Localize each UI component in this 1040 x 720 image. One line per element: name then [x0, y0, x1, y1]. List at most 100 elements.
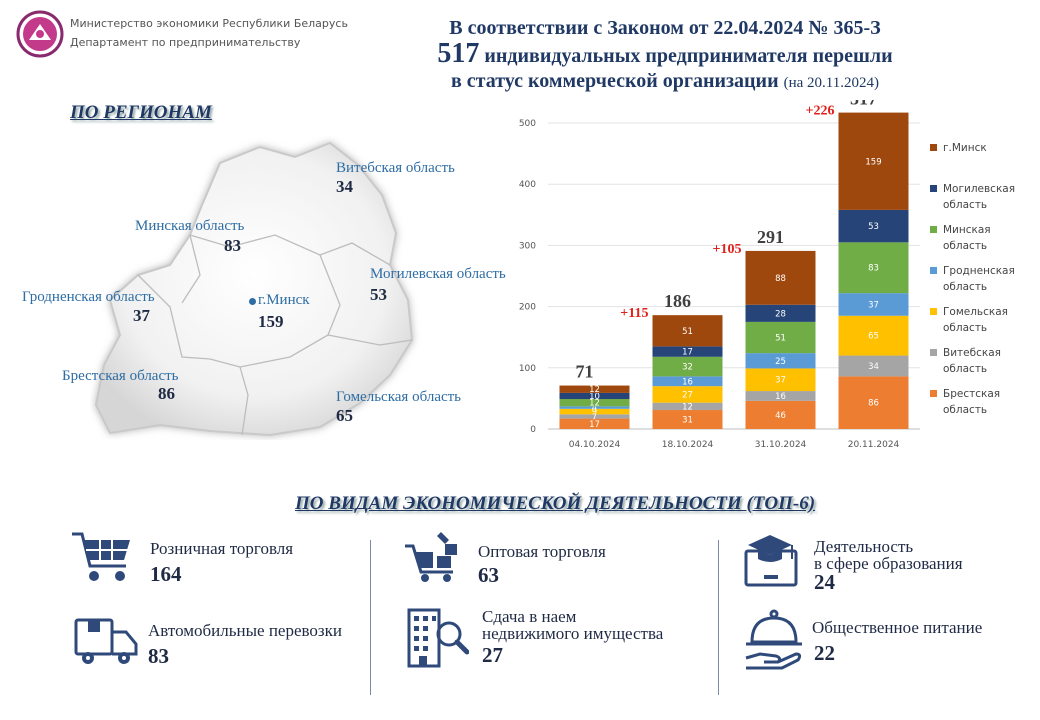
- regions-title: ПО РЕГИОНАМ: [70, 102, 212, 123]
- legend-swatch-3: [930, 267, 937, 274]
- region-0-value: 34: [336, 177, 353, 196]
- bar-increment-label-1: +115: [620, 306, 648, 321]
- legend-label-2: Минская область: [943, 224, 991, 252]
- column-divider-1: [370, 540, 371, 695]
- minsk-city-dot: [249, 298, 256, 305]
- activity-value-catering: 22: [814, 641, 835, 665]
- bar-segment-0-4: [559, 399, 630, 407]
- map-outline: [94, 141, 414, 437]
- bar-segment-label-0-4: 12: [589, 399, 600, 409]
- wholesale-cart-icon: [405, 532, 457, 582]
- region-5-value: 86: [158, 384, 175, 403]
- bar-segment-0-0: [559, 418, 630, 429]
- activity-label-rent: Сдача в наем недвижимого имущества: [482, 608, 663, 642]
- bar-segment-1-2: [652, 386, 723, 403]
- bar-segment-label-0-1: 7: [592, 412, 597, 422]
- region-1-value: 83: [224, 236, 241, 255]
- bar-segment-label-0-0: 17: [589, 420, 600, 430]
- region-1-name: Минская область: [135, 218, 245, 234]
- legend-label-3: Гродненская область: [943, 265, 1015, 293]
- headline-line3: в статус коммерческой организации (на 20…: [330, 69, 1000, 96]
- bar-segment-2-4: [745, 321, 816, 354]
- x-tick-label-1: 18.10.2024: [662, 440, 714, 450]
- department-name: Департамент по предпринимательству: [70, 36, 301, 49]
- region-6-value: 65: [336, 406, 353, 425]
- activity-label-rent-line1: Сдача в наем: [482, 607, 577, 626]
- bar-total-label-3: 517: [850, 100, 877, 109]
- bar-segment-label-2-5: 28: [775, 309, 786, 319]
- bar-segment-label-1-0: 31: [682, 416, 693, 426]
- legend-item-6: Брестская область: [930, 386, 1035, 419]
- bar-segment-label-1-3: 16: [682, 377, 693, 387]
- bar-segment-0-2: [559, 408, 630, 415]
- bar-segment-0-3: [559, 406, 630, 409]
- legend-label-1: Могилевская область: [943, 183, 1016, 211]
- bar-segment-label-3-0: 86: [868, 399, 879, 409]
- bar-segment-3-0: [838, 376, 909, 429]
- legend-item-0: г.Минск: [930, 140, 1035, 173]
- legend-label-5: Витебская область: [943, 347, 1001, 375]
- legend-item-1: Могилевская область: [930, 181, 1035, 214]
- activity-value-transport: 83: [148, 644, 169, 668]
- bar-segment-label-1-1: 12: [682, 402, 693, 412]
- activity-value-wholesale: 63: [478, 563, 499, 587]
- bar-segment-label-1-5: 17: [682, 348, 693, 358]
- legend-swatch-1: [930, 185, 937, 192]
- region-3-name: Гродненская область: [22, 289, 155, 305]
- activity-label-education-line1: Деятельность: [814, 537, 914, 556]
- bar-segment-3-4: [838, 242, 909, 294]
- shopping-cart-icon: [72, 532, 130, 581]
- y-tick-label-400: 400: [519, 180, 536, 190]
- legend-item-5: Витебская область: [930, 345, 1035, 378]
- bar-segment-1-4: [652, 356, 723, 377]
- headline: В соответствии с Законом от 22.04.2024 №…: [330, 16, 1000, 96]
- bar-segment-label-3-5: 53: [868, 222, 879, 232]
- bar-segment-2-3: [745, 353, 816, 369]
- headline-line1: В соответствии с Законом от 22.04.2024 №…: [449, 17, 881, 39]
- headline-count: 517: [437, 38, 480, 69]
- legend-swatch-6: [930, 390, 937, 397]
- ministry-name: Министерство экономики Республики Белару…: [70, 17, 348, 30]
- bar-increment-label-3: +226: [806, 104, 835, 119]
- headline-line2-text: индивидуальных предпринимателя перешли: [484, 45, 893, 67]
- x-tick-label-0: 04.10.2024: [569, 440, 621, 450]
- food-service-icon: [745, 609, 802, 670]
- headline-date-note: (на 20.11.2024): [783, 75, 879, 91]
- bar-segment-label-0-6: 12: [589, 385, 600, 395]
- region-5-name: Брестская область: [62, 368, 179, 384]
- column-divider-2: [718, 540, 719, 695]
- x-tick-label-3: 20.11.2024: [848, 440, 900, 450]
- bar-segment-3-5: [838, 209, 909, 243]
- bar-segment-2-6: [745, 250, 816, 305]
- bar-segment-1-3: [652, 376, 723, 387]
- legend-item-4: Гомельская область: [930, 304, 1035, 337]
- bar-segment-0-1: [559, 414, 630, 419]
- bar-segment-label-2-3: 25: [775, 357, 786, 367]
- activity-label-catering: Общественное питание: [812, 618, 983, 637]
- activity-value-rent: 27: [482, 643, 503, 667]
- activity-label-education-line2: в сфере образования: [814, 554, 963, 573]
- bar-increment-label-2: +105: [713, 242, 742, 257]
- belarus-map: [94, 141, 414, 437]
- x-tick-label-2: 31.10.2024: [755, 440, 807, 450]
- legend-swatch-0: [930, 144, 937, 151]
- y-tick-label-200: 200: [519, 303, 536, 313]
- building-search-icon: [407, 608, 469, 668]
- activity-label-rent-line2: недвижимого имущества: [482, 624, 664, 643]
- bar-segment-label-1-6: 51: [682, 327, 693, 337]
- activity-value-retail: 164: [150, 562, 182, 586]
- bar-segment-label-3-1: 34: [868, 362, 879, 372]
- bar-segment-3-1: [838, 355, 909, 377]
- y-tick-label-500: 500: [519, 119, 536, 129]
- region-0-name: Витебская область: [336, 160, 455, 176]
- headline-line3-text: в статус коммерческой организации: [451, 70, 779, 92]
- region-4-name: г.Минск: [258, 292, 310, 308]
- legend-swatch-2: [930, 226, 937, 233]
- bar-segment-label-0-5: 10: [589, 392, 600, 402]
- bar-segment-1-5: [652, 346, 723, 357]
- bar-segment-label-0-2: 9: [592, 408, 597, 418]
- bar-segment-3-2: [838, 315, 909, 356]
- region-6-name: Гомельская область: [336, 389, 462, 405]
- bar-segment-label-3-6: 159: [865, 157, 881, 167]
- headline-line2: 517 индивидуальных предпринимателя переш…: [330, 38, 1000, 69]
